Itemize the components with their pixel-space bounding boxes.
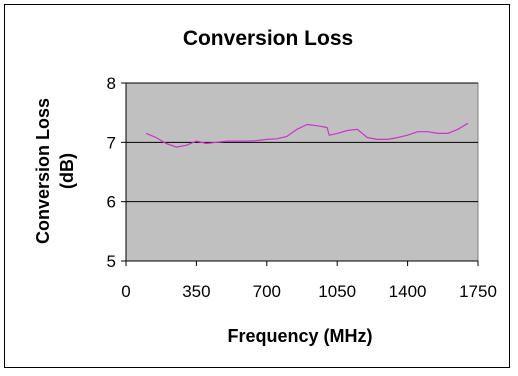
chart-title: Conversion Loss	[183, 27, 353, 50]
y-tick-label-1: 6	[107, 193, 116, 212]
x-tick-label-5: 1750	[459, 282, 497, 301]
x-tick-label-0: 0	[121, 282, 130, 301]
x-tick-label-2: 700	[253, 282, 281, 301]
y-axis-title-line2: (dB)	[57, 153, 77, 189]
y-axis-title-line1: Conversion Loss	[33, 98, 53, 244]
y-axis-ticks: 5 6 7 8	[107, 74, 126, 271]
x-tick-label-3: 1050	[318, 282, 356, 301]
x-tick-label-1: 350	[182, 282, 210, 301]
y-tick-label-3: 8	[107, 74, 116, 93]
series-line-0	[145, 122, 469, 148]
x-axis-title: Frequency (MHz)	[227, 326, 372, 346]
y-tick-label-0: 5	[107, 252, 116, 271]
x-axis-ticks: 0 350 700 1050 1400 1750	[121, 261, 497, 301]
series-layer	[145, 122, 469, 148]
gridlines	[126, 82, 478, 203]
y-tick-label-2: 7	[107, 133, 116, 152]
x-tick-label-4: 1400	[389, 282, 427, 301]
axes	[121, 83, 478, 266]
plot-area	[125, 82, 479, 262]
